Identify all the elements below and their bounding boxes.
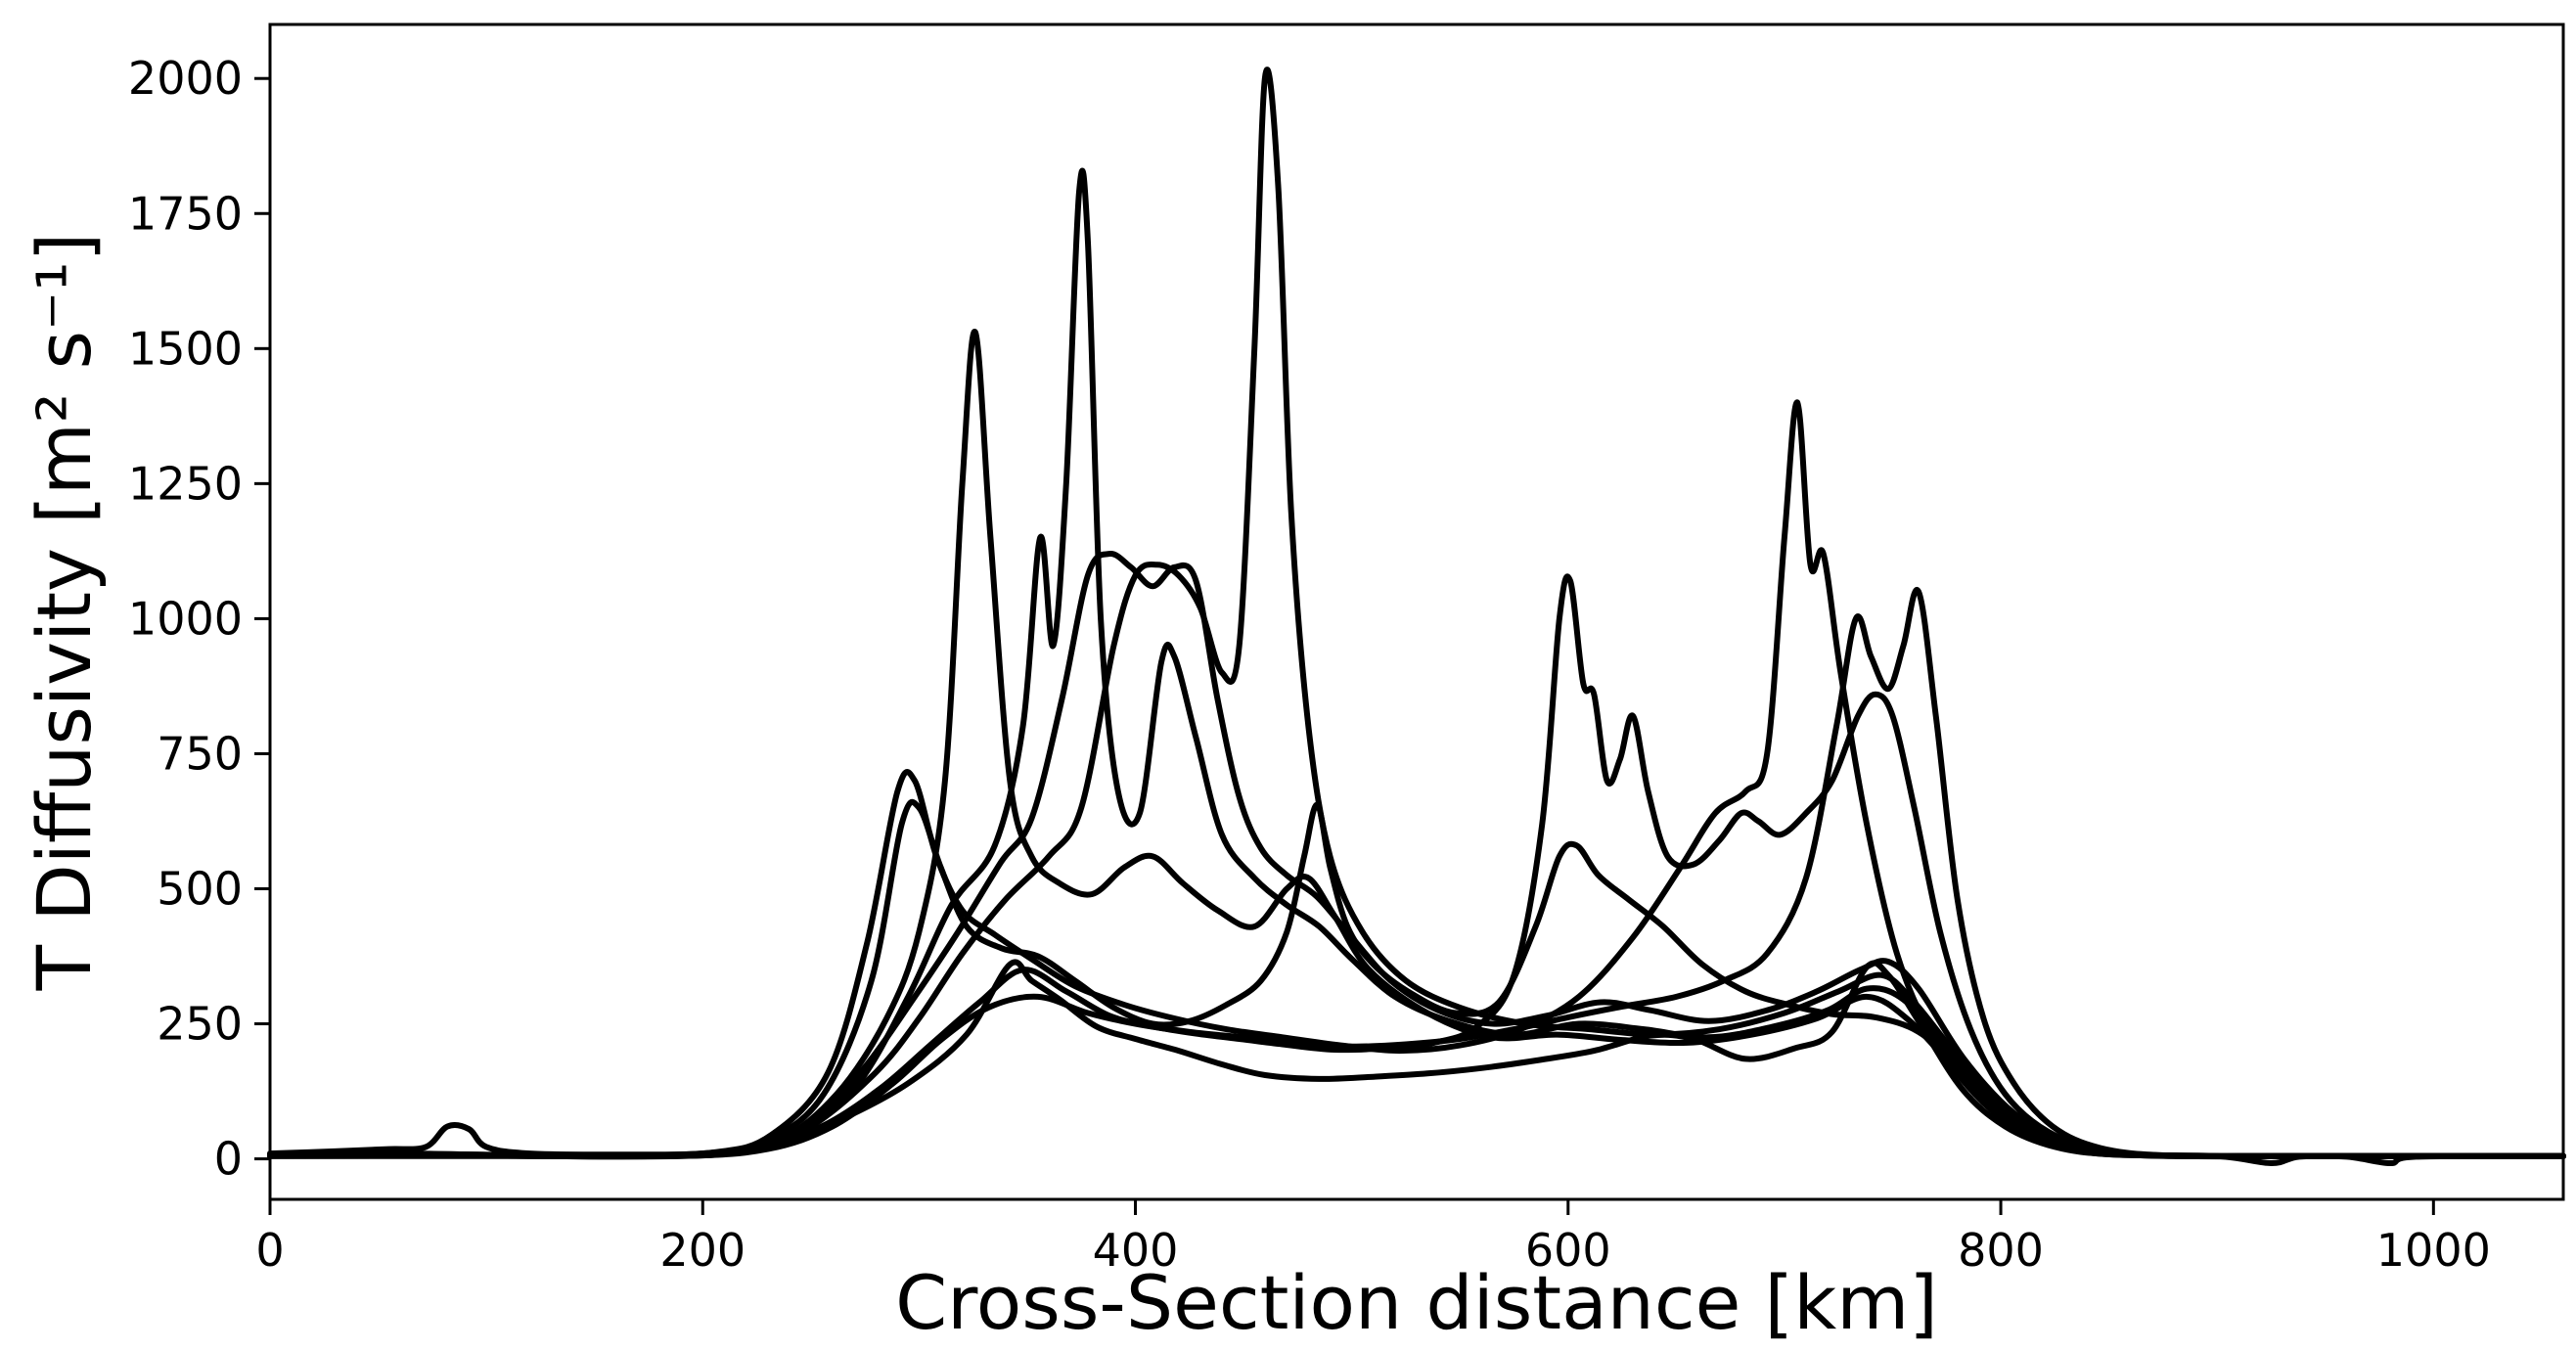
series-line-4 [267,399,2566,1159]
series-line-8 [267,798,2566,1159]
x-tick-label: 0 [255,1224,284,1277]
y-tick-label: 2000 [128,52,243,105]
y-tick-label: 750 [157,727,243,780]
y-tick-label: 1250 [128,457,243,510]
series-line-5 [267,551,2566,1159]
x-tick-label: 600 [1525,1224,1611,1277]
y-tick-label: 500 [157,862,243,915]
x-tick-label: 400 [1093,1224,1179,1277]
series-line-1 [267,67,2566,1159]
y-tick-label: 1500 [128,322,243,375]
series-line-3 [267,329,2566,1159]
series-line-6 [267,573,2566,1160]
y-tick-label: 1750 [128,187,243,240]
x-tick-label: 1000 [2376,1224,2491,1277]
y-axis-label: T Diffusivity [m² s⁻¹] [21,233,108,992]
x-tick-label: 800 [1958,1224,2044,1277]
series-group [267,67,2566,1167]
x-axis-label: Cross-Section distance [km] [895,1259,1938,1346]
y-tick-label: 0 [214,1133,243,1186]
x-tick-label: 200 [659,1224,746,1277]
axes-group: 0 200 400 600 800 1000 0 250 500 750 1000 1250 1500 1… [128,23,2565,1277]
series-line-7 [267,586,2566,1160]
series-line-9 [267,959,2566,1167]
plot-border [268,23,2565,1201]
y-tick-label: 250 [157,998,243,1051]
y-tick-label: 1000 [128,592,243,645]
